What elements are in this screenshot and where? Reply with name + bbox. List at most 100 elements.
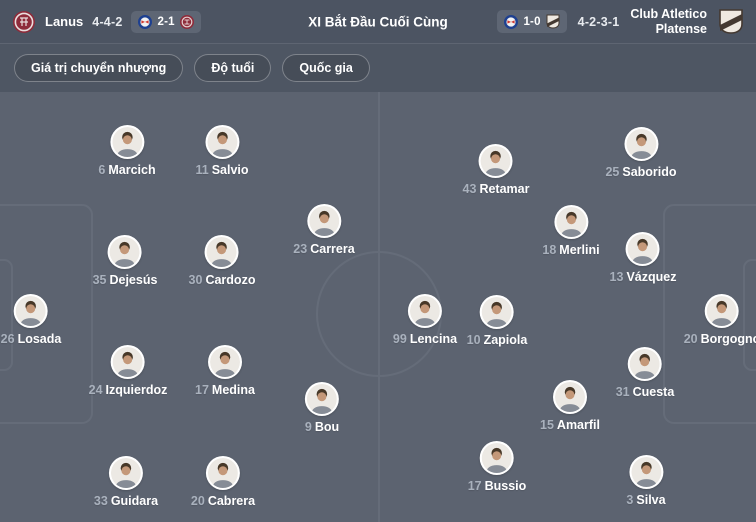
- player-home-marcich[interactable]: 6 Marcich: [98, 125, 156, 177]
- player-name: Borgogno: [700, 332, 756, 346]
- player-number: 26: [0, 332, 15, 346]
- player-photo-icon: [308, 206, 339, 236]
- player-avatar: [111, 345, 145, 379]
- lanus-crest-icon: [13, 10, 35, 33]
- player-label: 20 Borgogno: [684, 332, 756, 346]
- tab-transfer-value[interactable]: Giá trị chuyển nhượng: [14, 54, 184, 82]
- player-away-merlini[interactable]: 18 Merlini: [542, 205, 600, 257]
- opponent-crest-icon: [504, 14, 519, 29]
- player-label: 17 Medina: [195, 383, 255, 397]
- player-photo-icon: [210, 347, 240, 377]
- player-name: Guidara: [110, 494, 159, 508]
- player-label: 3 Silva: [626, 493, 665, 507]
- player-away-silva[interactable]: 3 Silva: [626, 455, 666, 507]
- player-label: 17 Bussio: [468, 479, 527, 493]
- player-label: 33 Guidara: [94, 494, 158, 508]
- player-photo-icon: [630, 457, 661, 487]
- player-number: 20: [683, 332, 698, 346]
- player-number: 13: [609, 270, 624, 284]
- player-away-cuesta[interactable]: 31 Cuesta: [616, 347, 675, 399]
- player-label: 26 Losada: [1, 332, 62, 346]
- player-name: Salvio: [211, 163, 249, 177]
- player-home-bou[interactable]: 9 Bou: [305, 382, 339, 434]
- player-label: 20 Cabrera: [191, 494, 255, 508]
- player-number: 17: [467, 479, 482, 493]
- player-home-cardozo[interactable]: 30 Cardozo: [189, 235, 256, 287]
- player-number: 15: [540, 418, 554, 432]
- player-name: Amarfil: [556, 418, 600, 432]
- player-photo-icon: [627, 234, 658, 264]
- player-name: Cardozo: [205, 273, 256, 287]
- platense-crest-icon: [719, 9, 743, 34]
- player-number: 20: [190, 494, 205, 508]
- away-last-match-chip[interactable]: 1-0: [497, 10, 567, 33]
- player-photo-icon: [555, 207, 586, 237]
- player-photo-icon: [206, 127, 237, 157]
- home-formation: 4-4-2: [92, 14, 123, 29]
- player-number: 33: [93, 494, 108, 508]
- player-photo-icon: [630, 349, 660, 379]
- player-number: 10: [466, 333, 481, 347]
- player-away-vazquez[interactable]: 13 Vázquez: [610, 232, 677, 284]
- player-away-saborido[interactable]: 25 Saborido: [605, 127, 677, 179]
- home-last-match-chip[interactable]: 2-1: [131, 10, 201, 33]
- player-avatar: [13, 294, 48, 328]
- player-avatar: [479, 295, 514, 329]
- player-photo-icon: [109, 237, 140, 267]
- player-photo-icon: [410, 296, 440, 326]
- tab-age[interactable]: Độ tuổi: [194, 54, 272, 82]
- player-photo-icon: [707, 296, 737, 326]
- player-avatar: [625, 232, 660, 266]
- player-home-guidara[interactable]: 33 Guidara: [94, 456, 158, 508]
- player-name: Vázquez: [626, 270, 677, 284]
- tab-country[interactable]: Quốc gia: [282, 54, 370, 82]
- player-label: 30 Cardozo: [189, 273, 256, 287]
- player-name: Bou: [314, 420, 340, 434]
- away-team-name: Club Atletico Platense: [630, 7, 707, 36]
- player-home-losada[interactable]: 26 Losada: [1, 294, 62, 346]
- lanus-crest-small-icon: [179, 14, 194, 29]
- player-avatar: [480, 441, 514, 475]
- player-name: Marcich: [108, 163, 156, 177]
- lineup-filter-tabs: Giá trị chuyển nhượng Độ tuổi Quốc gia: [0, 44, 756, 92]
- player-label: 13 Vázquez: [610, 270, 677, 284]
- player-number: 25: [605, 165, 620, 179]
- pitch-markings: [0, 92, 756, 522]
- player-away-amarfil[interactable]: 15 Amarfil: [540, 380, 600, 432]
- player-label: 18 Merlini: [542, 243, 599, 257]
- player-photo-icon: [306, 384, 337, 414]
- player-label: 43 Retamar: [463, 182, 530, 196]
- player-name: Lencina: [409, 332, 458, 346]
- player-home-salvio[interactable]: 11 Salvio: [195, 125, 249, 177]
- player-away-retamar[interactable]: 43 Retamar: [463, 144, 530, 196]
- away-last-match-score: 1-0: [523, 15, 541, 28]
- player-home-medina[interactable]: 17 Medina: [195, 345, 255, 397]
- player-avatar: [304, 382, 339, 416]
- player-away-zapiola[interactable]: 10 Zapiola: [466, 295, 527, 347]
- player-label: 31 Cuesta: [616, 385, 675, 399]
- player-label: 99 Lencina: [393, 332, 457, 346]
- player-away-bussio[interactable]: 17 Bussio: [468, 441, 527, 493]
- page-title: XI Bắt Đầu Cuối Cùng: [308, 14, 448, 29]
- player-label: 25 Saborido: [605, 165, 676, 179]
- player-home-dejesus[interactable]: 35 Dejesús: [93, 235, 158, 287]
- player-number: 24: [88, 383, 103, 397]
- player-number: 18: [542, 243, 557, 257]
- player-name: Saborido: [622, 165, 677, 179]
- player-avatar: [553, 205, 588, 239]
- player-photo-icon: [113, 347, 143, 377]
- player-name: Silva: [636, 493, 666, 507]
- player-number: 99: [392, 332, 407, 346]
- player-number: 31: [615, 385, 630, 399]
- player-label: 35 Dejesús: [93, 273, 158, 287]
- player-photo-icon: [481, 297, 512, 327]
- player-away-borgogno[interactable]: 20 Borgogno: [684, 294, 756, 346]
- player-photo-icon: [625, 129, 656, 159]
- player-away-lencina[interactable]: 99 Lencina: [393, 294, 457, 346]
- player-home-carrera[interactable]: 23 Carrera: [293, 204, 355, 256]
- player-photo-icon: [208, 458, 238, 488]
- player-name: Losada: [17, 332, 62, 346]
- player-home-izquierdoz[interactable]: 24 Izquierdoz: [88, 345, 167, 397]
- player-home-cabrera[interactable]: 20 Cabrera: [191, 456, 255, 508]
